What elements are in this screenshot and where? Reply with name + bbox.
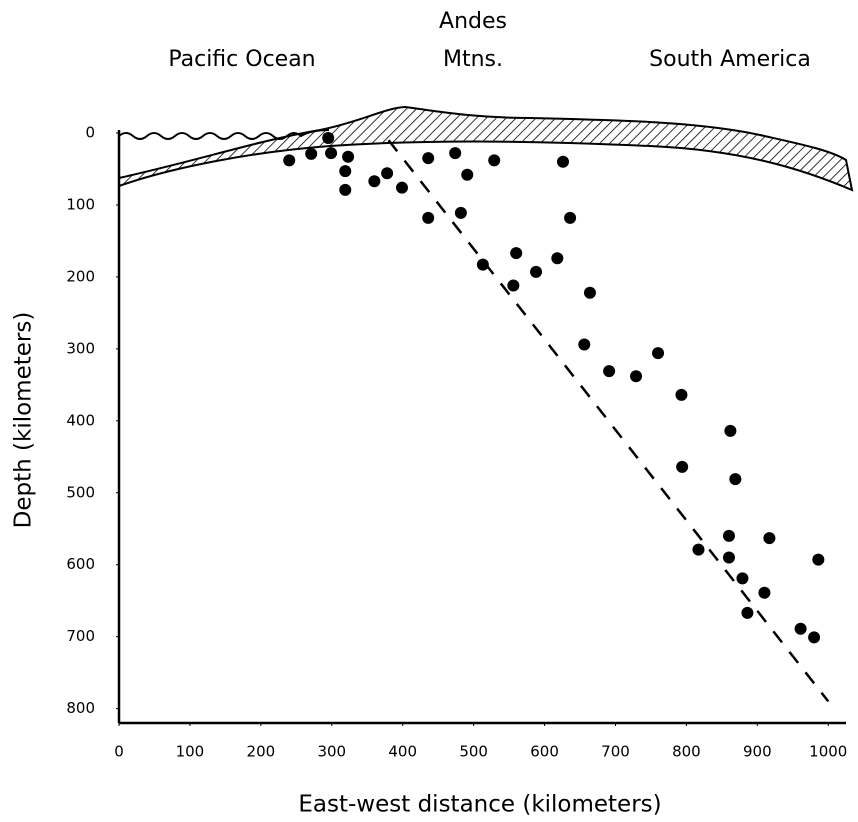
- y-tick-label: 500: [66, 483, 95, 501]
- point: [283, 154, 296, 167]
- x-tick-label: 400: [388, 743, 417, 761]
- point: [422, 152, 435, 165]
- point: [342, 150, 355, 163]
- point: [395, 181, 408, 194]
- y-tick-label: 700: [66, 627, 95, 645]
- point: [724, 424, 737, 437]
- point: [339, 183, 352, 196]
- point: [741, 606, 754, 619]
- y-tick-label: 400: [66, 411, 95, 429]
- y-tick-label: 600: [66, 555, 95, 573]
- point: [722, 529, 735, 542]
- point: [322, 132, 335, 145]
- point: [603, 365, 616, 378]
- point: [454, 206, 467, 219]
- x-tick-label: 700: [601, 743, 630, 761]
- point: [325, 147, 338, 160]
- x-tick-label: 100: [176, 743, 205, 761]
- trend-line: [387, 139, 830, 703]
- x-tick-label: 0: [114, 743, 124, 761]
- annotation: South America: [649, 47, 811, 72]
- crust: [118, 105, 854, 192]
- point: [507, 279, 520, 292]
- point: [530, 265, 543, 278]
- point: [692, 543, 705, 556]
- y-tick-label: 300: [66, 339, 95, 357]
- point: [461, 168, 474, 181]
- point: [675, 388, 688, 401]
- point: [758, 586, 771, 599]
- point: [510, 247, 523, 260]
- y-axis-title: Depth (kilometers): [11, 312, 37, 529]
- y-tick-label: 100: [66, 195, 95, 213]
- x-tick-label: 600: [530, 743, 559, 761]
- point: [578, 338, 591, 351]
- point: [339, 165, 352, 178]
- point: [763, 532, 776, 545]
- point: [812, 553, 825, 566]
- x-axis-title: East-west distance (kilometers): [298, 792, 661, 818]
- annotation: Pacific Ocean: [168, 47, 315, 72]
- point: [422, 211, 435, 224]
- point: [583, 286, 596, 299]
- y-tick-label: 800: [66, 699, 95, 717]
- point: [476, 258, 489, 271]
- point: [551, 252, 564, 265]
- point: [652, 347, 665, 360]
- point: [368, 175, 381, 188]
- point: [729, 473, 742, 486]
- point: [557, 155, 570, 168]
- point: [305, 147, 318, 160]
- point: [794, 622, 807, 635]
- y-tick-label: 200: [66, 267, 95, 285]
- x-tick-label: 900: [743, 743, 772, 761]
- x-tick-label: 1000: [809, 743, 847, 761]
- annotation: Andes: [439, 9, 507, 34]
- point: [564, 211, 577, 224]
- point: [488, 154, 501, 167]
- point: [630, 370, 643, 383]
- point: [449, 147, 462, 160]
- x-tick-label: 200: [247, 743, 276, 761]
- x-tick-label: 800: [672, 743, 701, 761]
- y-tick-label: 0: [85, 124, 95, 142]
- point: [736, 572, 749, 585]
- x-tick-label: 300: [317, 743, 346, 761]
- point: [676, 460, 689, 473]
- point: [381, 167, 394, 180]
- annotation: Mtns.: [443, 47, 503, 72]
- point: [722, 551, 735, 564]
- point: [808, 631, 821, 644]
- x-tick-label: 500: [459, 743, 488, 761]
